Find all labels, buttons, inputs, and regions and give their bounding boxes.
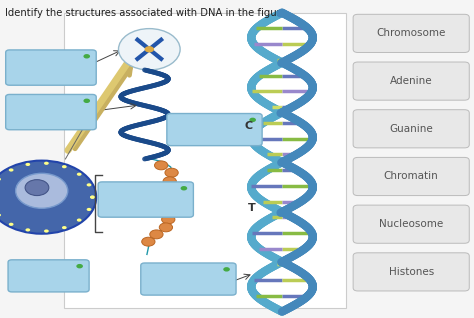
Circle shape (44, 230, 49, 233)
FancyBboxPatch shape (167, 114, 262, 146)
Circle shape (9, 169, 14, 172)
Circle shape (150, 230, 163, 239)
Circle shape (87, 183, 91, 186)
Circle shape (144, 199, 157, 208)
Text: Adenine: Adenine (390, 76, 432, 86)
FancyBboxPatch shape (98, 182, 193, 217)
Circle shape (26, 163, 30, 166)
Circle shape (181, 186, 187, 190)
FancyBboxPatch shape (353, 14, 469, 52)
Circle shape (0, 178, 1, 181)
Circle shape (90, 196, 95, 199)
FancyBboxPatch shape (8, 260, 89, 292)
Text: T: T (248, 204, 255, 213)
Circle shape (159, 223, 173, 232)
Text: Guanine: Guanine (389, 124, 433, 134)
FancyBboxPatch shape (6, 94, 96, 130)
Text: C: C (245, 121, 253, 131)
Circle shape (142, 237, 155, 246)
Text: Chromatin: Chromatin (384, 171, 438, 182)
Circle shape (223, 267, 230, 272)
Circle shape (0, 213, 1, 217)
Circle shape (154, 207, 167, 216)
Circle shape (0, 161, 96, 234)
Circle shape (165, 168, 178, 177)
Circle shape (44, 162, 49, 165)
FancyBboxPatch shape (353, 253, 469, 291)
FancyBboxPatch shape (353, 157, 469, 196)
Circle shape (87, 208, 91, 211)
Circle shape (83, 54, 90, 59)
Circle shape (163, 177, 176, 186)
FancyBboxPatch shape (141, 263, 236, 295)
Text: Nucleosome: Nucleosome (379, 219, 443, 229)
Circle shape (162, 215, 175, 224)
Circle shape (26, 228, 30, 232)
FancyBboxPatch shape (353, 205, 469, 243)
Circle shape (62, 165, 67, 168)
Text: Histones: Histones (389, 267, 434, 277)
Circle shape (90, 196, 95, 199)
Circle shape (76, 264, 83, 268)
Circle shape (25, 180, 49, 196)
Circle shape (83, 99, 90, 103)
Circle shape (9, 223, 14, 226)
Text: Identify the structures associated with DNA in the figure.: Identify the structures associated with … (5, 8, 290, 18)
Circle shape (77, 173, 82, 176)
FancyBboxPatch shape (353, 110, 469, 148)
Circle shape (154, 184, 167, 193)
Circle shape (16, 173, 68, 208)
Circle shape (155, 161, 168, 170)
Circle shape (62, 226, 67, 229)
Text: Chromosome: Chromosome (376, 28, 446, 38)
FancyBboxPatch shape (6, 50, 96, 85)
FancyBboxPatch shape (353, 62, 469, 100)
Circle shape (77, 218, 82, 222)
Circle shape (145, 46, 154, 52)
FancyBboxPatch shape (64, 13, 346, 308)
Circle shape (249, 118, 256, 122)
Circle shape (118, 29, 180, 70)
Circle shape (144, 191, 157, 200)
